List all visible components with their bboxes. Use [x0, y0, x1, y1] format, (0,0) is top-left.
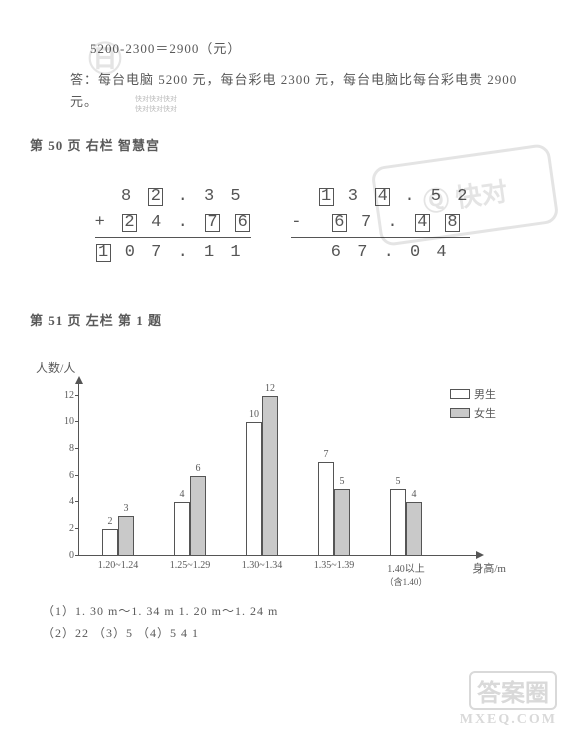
- bar-value-label: 6: [190, 463, 206, 474]
- y-tick-label: 0: [58, 550, 74, 561]
- y-axis-title: 人数/人: [36, 359, 535, 376]
- y-tick-label: 10: [58, 416, 74, 427]
- bar-boy: [174, 502, 190, 555]
- boxed-digit: 6: [332, 214, 347, 232]
- addition-columnar: 8 2 . 3 5 + 2 4 . 7 6 1 0 7 . 1 1: [95, 184, 252, 266]
- answer-line-1: （1）1. 30 m～1. 34 m 1. 20 m～1. 24 m: [42, 600, 535, 623]
- bar-chart: 男生 女生 024681012231.20~1.24461.25~1.29101…: [36, 376, 516, 586]
- y-axis-arrow-icon: [75, 376, 83, 384]
- boxed-digit: 1: [319, 188, 334, 206]
- bar-value-label: 12: [262, 383, 278, 394]
- boxed-digit: 4: [375, 188, 390, 206]
- bar-value-label: 4: [174, 489, 190, 500]
- bar-girl: [262, 396, 278, 556]
- bar-boy: [102, 529, 118, 556]
- y-tick-label: 12: [58, 390, 74, 401]
- boxed-digit: 4: [415, 214, 430, 232]
- bar-girl: [190, 476, 206, 556]
- legend-label: 男生: [474, 386, 496, 402]
- boxed-digit: 8: [445, 214, 460, 232]
- faint-logo-icon: ㊐: [88, 32, 123, 81]
- y-tick-label: 2: [58, 523, 74, 534]
- watermark-url: MXEQ.COM: [460, 712, 557, 728]
- answers-block: （1）1. 30 m～1. 34 m 1. 20 m～1. 24 m （2）22…: [42, 600, 535, 646]
- watermark-title: 答案圈: [469, 671, 557, 710]
- boxed-digit: 2: [148, 188, 163, 206]
- y-axis: [78, 382, 79, 556]
- section-title-p51: 第 51 页 左栏 第 1 题: [30, 310, 535, 329]
- bar-value-label: 3: [118, 503, 134, 514]
- bar-value-label: 7: [318, 449, 334, 460]
- bar-value-label: 5: [390, 476, 406, 487]
- micro-watermark: 快对快对快对 快对快对快对: [135, 94, 177, 114]
- legend-label: 女生: [474, 405, 496, 421]
- x-axis-arrow-icon: [476, 551, 484, 559]
- y-tick-label: 8: [58, 443, 74, 454]
- bar-value-label: 10: [246, 409, 262, 420]
- x-tick-label: 1.35~1.39: [304, 560, 364, 571]
- y-tick-label: 6: [58, 470, 74, 481]
- bar-value-label: 5: [334, 476, 350, 487]
- boxed-digit: 6: [235, 214, 250, 232]
- bar-boy: [318, 462, 334, 555]
- x-axis-title: 身高/m: [472, 560, 506, 576]
- boxed-digit: 1: [96, 244, 111, 262]
- x-tick-subnote: （含1.40）: [376, 575, 436, 588]
- subtraction-columnar: 1 3 4 . 5 2 - 6 7 . 4 8 6 7 . 0 4: [291, 184, 470, 266]
- bar-boy: [390, 489, 406, 556]
- x-tick-label: 1.20~1.24: [88, 560, 148, 571]
- x-tick-label: 1.25~1.29: [160, 560, 220, 571]
- bar-girl: [118, 516, 134, 556]
- bar-boy: [246, 422, 262, 555]
- equation-line: ㊐ 5200-2300＝2900（元）: [90, 38, 535, 57]
- y-tick-label: 4: [58, 496, 74, 507]
- bar-girl: [406, 502, 422, 555]
- arithmetic-area: 8 2 . 3 5 + 2 4 . 7 6 1 0 7 . 1 1 1 3 4 …: [30, 184, 535, 266]
- boxed-digit: 7: [205, 214, 220, 232]
- boxed-digit: 2: [122, 214, 137, 232]
- x-tick-label: 1.30~1.34: [232, 560, 292, 571]
- x-tick-label: 1.40以上（含1.40）: [376, 560, 436, 588]
- bottom-right-watermark: 答案圈 MXEQ.COM: [460, 671, 557, 728]
- plot-area: 024681012231.20~1.24461.25~1.2910121.30~…: [78, 396, 458, 556]
- section-title-p50: 第 50 页 右栏 智慧宫: [30, 135, 535, 154]
- answer-line-2: （2）22 （3）5 （4）5 4 1: [42, 622, 535, 645]
- bar-girl: [334, 489, 350, 556]
- bar-value-label: 2: [102, 516, 118, 527]
- bar-value-label: 4: [406, 489, 422, 500]
